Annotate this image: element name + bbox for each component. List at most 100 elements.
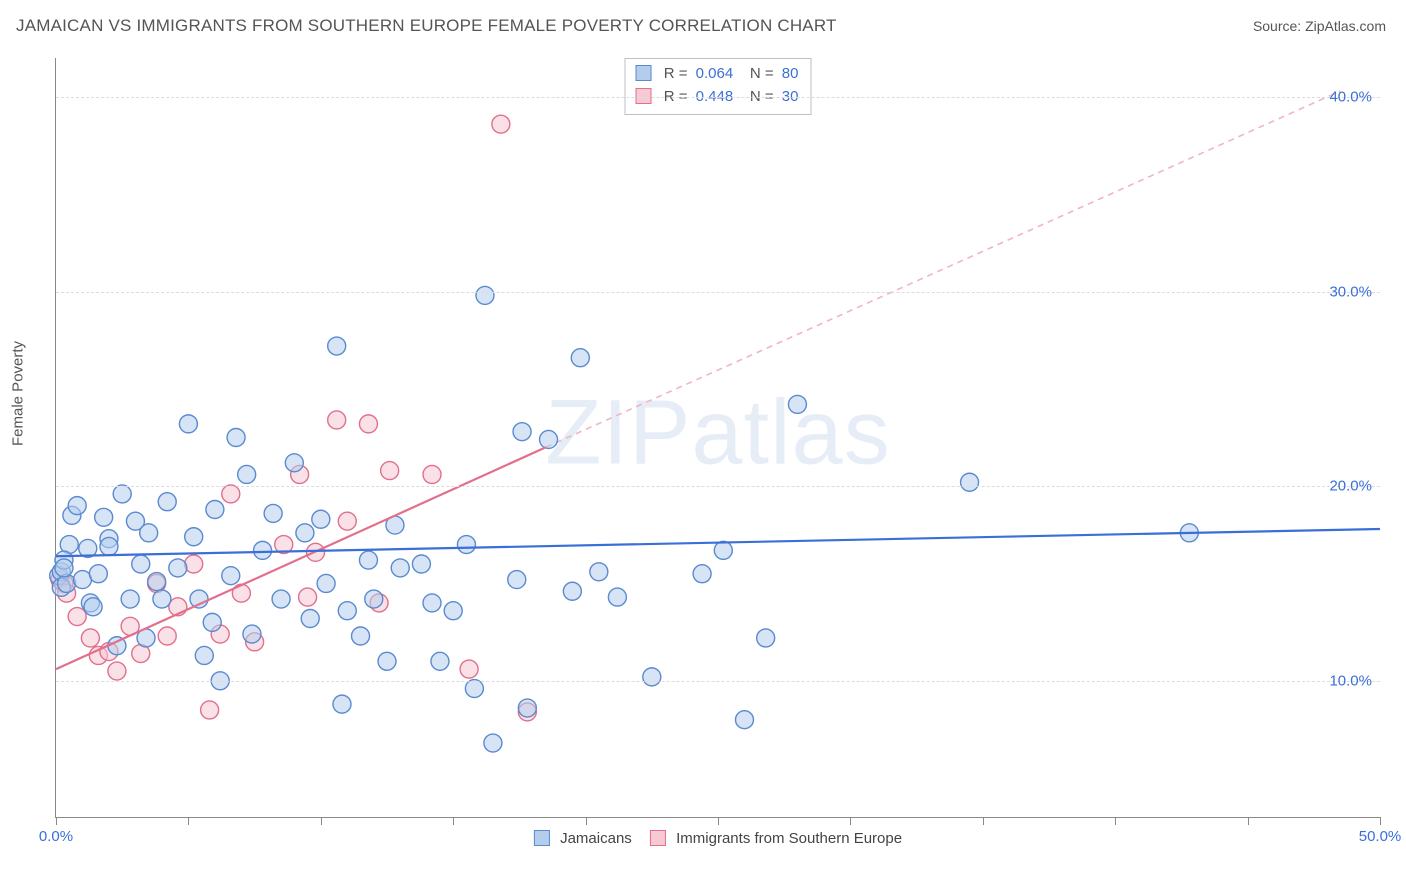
scatter-point (540, 430, 558, 448)
gridline (56, 97, 1380, 98)
scatter-point (788, 395, 806, 413)
scatter-point (222, 485, 240, 503)
x-tick (1248, 817, 1249, 825)
trend-line (546, 91, 1340, 447)
x-tick-label: 50.0% (1359, 828, 1402, 845)
scatter-point (148, 573, 166, 591)
scatter-point (391, 559, 409, 577)
x-tick (718, 817, 719, 825)
scatter-point (68, 608, 86, 626)
scatter-point (89, 565, 107, 583)
scatter-point (195, 646, 213, 664)
scatter-point (317, 574, 335, 592)
scatter-point (378, 652, 396, 670)
x-tick (188, 817, 189, 825)
scatter-point (312, 510, 330, 528)
scatter-point (328, 337, 346, 355)
scatter-point (222, 567, 240, 585)
scatter-point (100, 537, 118, 555)
chart-title: JAMAICAN VS IMMIGRANTS FROM SOUTHERN EUR… (16, 16, 837, 36)
scatter-point (113, 485, 131, 503)
scatter-point (460, 660, 478, 678)
scatter-point (108, 662, 126, 680)
scatter-point (179, 415, 197, 433)
legend-swatch-pink-icon (650, 830, 666, 846)
scatter-point (444, 602, 462, 620)
scatter-point (359, 551, 377, 569)
scatter-point (140, 524, 158, 542)
scatter-point (301, 609, 319, 627)
scatter-point (227, 429, 245, 447)
x-tick (1115, 817, 1116, 825)
gridline (56, 681, 1380, 682)
scatter-point (299, 588, 317, 606)
x-tick (453, 817, 454, 825)
scatter-point (95, 508, 113, 526)
scatter-point (264, 504, 282, 522)
scatter-point (158, 493, 176, 511)
scatter-point (457, 536, 475, 554)
scatter-point (185, 555, 203, 573)
scatter-point (513, 423, 531, 441)
y-tick-label: 20.0% (1329, 478, 1372, 495)
scatter-point (81, 629, 99, 647)
scatter-point (272, 590, 290, 608)
x-tick (983, 817, 984, 825)
scatter-point (476, 286, 494, 304)
scatter-point (238, 465, 256, 483)
scatter-point (423, 465, 441, 483)
scatter-point (608, 588, 626, 606)
scatter-point (571, 349, 589, 367)
scatter-point (84, 598, 102, 616)
legend-label-pink: Immigrants from Southern Europe (676, 830, 902, 847)
scatter-point (185, 528, 203, 546)
scatter-svg (56, 58, 1380, 817)
scatter-point (201, 701, 219, 719)
x-tick (1380, 817, 1381, 825)
scatter-point (296, 524, 314, 542)
x-tick (56, 817, 57, 825)
y-tick-label: 10.0% (1329, 672, 1372, 689)
y-tick-label: 40.0% (1329, 88, 1372, 105)
bottom-legend: Jamaicans Immigrants from Southern Europ… (534, 830, 902, 847)
scatter-point (590, 563, 608, 581)
scatter-point (285, 454, 303, 472)
x-tick-label: 0.0% (39, 828, 73, 845)
x-tick (850, 817, 851, 825)
scatter-point (352, 627, 370, 645)
scatter-point (333, 695, 351, 713)
scatter-point (714, 541, 732, 559)
scatter-point (169, 559, 187, 577)
scatter-point (465, 680, 483, 698)
scatter-point (961, 473, 979, 491)
scatter-point (203, 613, 221, 631)
scatter-point (735, 711, 753, 729)
y-axis-label: Female Poverty (10, 341, 27, 446)
gridline (56, 486, 1380, 487)
chart-plot-area: ZIPatlas R = 0.064 N = 80 R = 0.448 N = … (55, 58, 1380, 818)
source-label: Source: ZipAtlas.com (1253, 18, 1386, 34)
scatter-point (492, 115, 510, 133)
x-tick (321, 817, 322, 825)
scatter-point (55, 559, 73, 577)
scatter-point (254, 541, 272, 559)
scatter-point (757, 629, 775, 647)
scatter-point (132, 555, 150, 573)
scatter-point (365, 590, 383, 608)
scatter-point (563, 582, 581, 600)
scatter-point (508, 571, 526, 589)
scatter-point (518, 699, 536, 717)
legend-label-blue: Jamaicans (560, 830, 632, 847)
scatter-point (693, 565, 711, 583)
legend-swatch-blue-icon (534, 830, 550, 846)
scatter-point (484, 734, 502, 752)
scatter-point (423, 594, 441, 612)
scatter-point (359, 415, 377, 433)
x-tick (586, 817, 587, 825)
scatter-point (412, 555, 430, 573)
scatter-point (643, 668, 661, 686)
scatter-point (121, 590, 139, 608)
gridline (56, 292, 1380, 293)
scatter-point (243, 625, 261, 643)
y-tick-label: 30.0% (1329, 283, 1372, 300)
